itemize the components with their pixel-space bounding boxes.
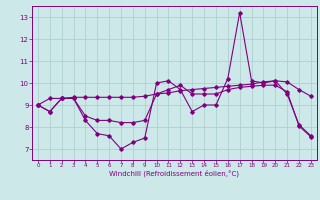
X-axis label: Windchill (Refroidissement éolien,°C): Windchill (Refroidissement éolien,°C): [109, 170, 239, 177]
